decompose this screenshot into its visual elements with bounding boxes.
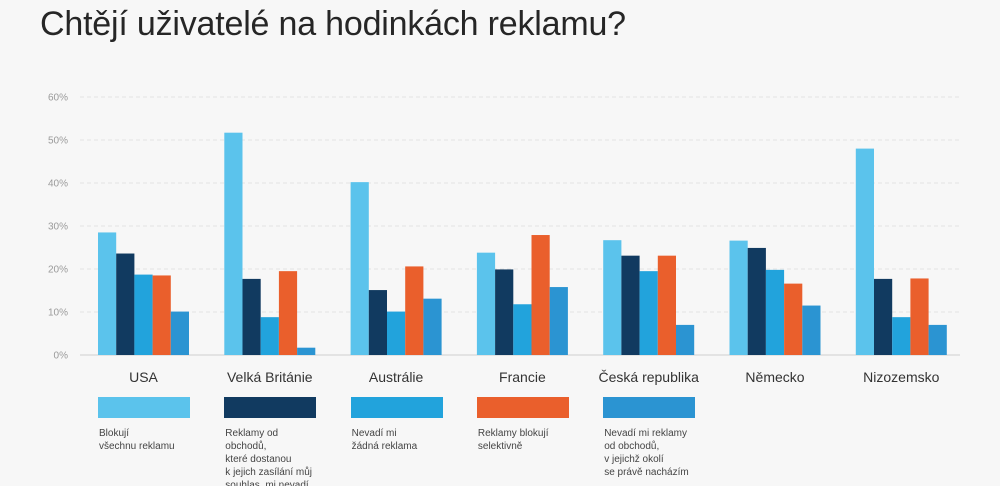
bar xyxy=(729,240,748,355)
y-tick-label: 50% xyxy=(48,136,68,147)
bar xyxy=(621,255,640,355)
bar-group xyxy=(729,240,821,355)
bar xyxy=(657,255,676,355)
y-tick-label: 0% xyxy=(54,351,69,362)
bar xyxy=(170,311,189,355)
chart-title: Chtějí uživatelé na hodinkách reklamu? xyxy=(40,5,626,43)
bar xyxy=(152,275,171,355)
bar xyxy=(874,278,893,355)
bar xyxy=(116,253,135,355)
bar xyxy=(476,252,496,355)
bar xyxy=(513,304,532,355)
bar-group xyxy=(855,148,947,355)
bar-group xyxy=(603,240,695,355)
bar-group xyxy=(476,235,568,355)
bar-group xyxy=(224,132,316,355)
bar xyxy=(855,148,874,355)
bars xyxy=(98,132,947,355)
x-category-label: Velká Británie xyxy=(227,369,313,385)
bar xyxy=(297,347,316,355)
x-category-label: Francie xyxy=(499,369,546,385)
bar xyxy=(802,305,821,355)
x-axis-categories: USA Velká Británie Austrálie Francie Česká r… xyxy=(129,369,940,385)
x-category-label: Austrálie xyxy=(369,369,424,385)
x-category-label: USA xyxy=(129,369,158,385)
bar xyxy=(387,311,406,355)
bar xyxy=(747,247,766,355)
bar xyxy=(423,298,442,355)
bar xyxy=(676,324,695,355)
bar xyxy=(224,132,243,355)
bar xyxy=(405,266,424,355)
y-tick-label: 20% xyxy=(48,265,68,276)
bar xyxy=(765,269,785,355)
y-tick-label: 40% xyxy=(48,179,68,190)
bar xyxy=(603,240,622,355)
bar xyxy=(639,271,658,355)
x-category-label: Německo xyxy=(745,369,804,385)
bar xyxy=(495,269,514,355)
bar xyxy=(784,283,803,355)
bar xyxy=(134,274,153,355)
bar xyxy=(278,271,298,355)
x-category-label: Česká republika xyxy=(599,369,700,385)
x-category-label: Nizozemsko xyxy=(863,369,939,385)
y-tick-label: 10% xyxy=(48,308,68,319)
bar xyxy=(892,317,911,355)
bar xyxy=(260,317,279,355)
bar xyxy=(242,278,261,355)
y-tick-label: 30% xyxy=(48,222,68,233)
bar xyxy=(549,287,568,355)
bar xyxy=(928,324,947,355)
bar-group xyxy=(350,182,442,355)
bar xyxy=(98,232,117,355)
bar xyxy=(531,235,550,355)
bar-group xyxy=(98,232,189,355)
bar xyxy=(910,278,929,355)
bar xyxy=(368,290,387,355)
y-axis-ticks: 0% 10% 20% 30% 40% 50% 60% xyxy=(48,93,68,362)
bar xyxy=(350,182,369,355)
y-tick-label: 60% xyxy=(48,93,68,104)
